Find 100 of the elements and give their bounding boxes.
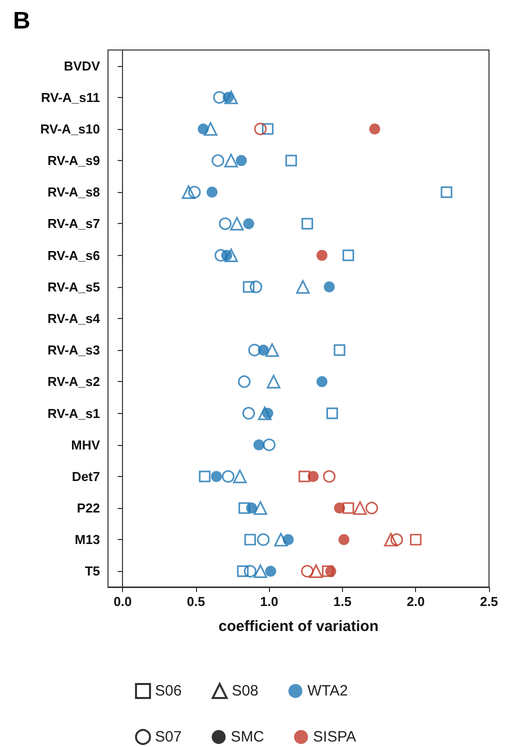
point	[316, 376, 328, 388]
x-tick-label: 0.0	[114, 594, 132, 609]
point	[308, 470, 319, 482]
y-tick-label: P22	[76, 500, 100, 516]
y-tick-label: RV-A_s6	[47, 248, 100, 263]
point	[325, 566, 336, 577]
point	[274, 532, 288, 546]
point	[238, 502, 250, 514]
point	[285, 154, 297, 166]
y-tick-label: RV-A_s8	[47, 184, 100, 200]
legend-label: S07	[155, 728, 182, 746]
point	[266, 374, 280, 388]
point	[257, 533, 270, 546]
point	[262, 438, 276, 452]
y-tick-label: RV-A_s2	[47, 374, 100, 390]
y-tick-label: RV-A_s7	[47, 216, 100, 232]
legend-label: S08	[232, 682, 258, 700]
y-tick-label: RV-A_s11	[40, 90, 100, 105]
point	[246, 502, 258, 514]
x-tick-label: 1.5	[333, 594, 352, 609]
point	[338, 534, 350, 546]
point	[309, 564, 323, 578]
point	[218, 217, 232, 230]
point	[342, 502, 354, 514]
y-tick-label: RV-A_s9	[47, 153, 100, 168]
x-tick-label: 2.5	[480, 594, 498, 609]
y-tick-label: RV-A_s1	[47, 406, 100, 421]
point	[224, 248, 238, 262]
point	[198, 123, 209, 134]
legend-label: SMC	[230, 728, 264, 746]
point	[182, 185, 196, 199]
y-tick-label: RV-A_s5	[47, 279, 100, 294]
point	[298, 470, 310, 482]
y-tick-label: T5	[84, 564, 100, 579]
point	[242, 281, 254, 293]
point	[204, 122, 218, 136]
point	[334, 502, 346, 514]
y-tick-label: RV-A_s4	[47, 311, 101, 326]
point	[224, 154, 238, 168]
point	[365, 502, 378, 514]
point	[254, 564, 268, 578]
point	[254, 122, 267, 136]
x-tick-label: 2.0	[406, 594, 425, 609]
point	[369, 123, 380, 134]
point	[248, 344, 261, 356]
point	[258, 344, 269, 356]
point	[244, 564, 256, 578]
y-tick-label: Det7	[72, 468, 100, 484]
point	[230, 216, 244, 231]
point	[222, 470, 234, 483]
point	[262, 123, 274, 135]
point	[296, 280, 310, 294]
point	[237, 565, 249, 578]
x-tick-label: 0.5	[186, 594, 205, 609]
point	[334, 344, 346, 356]
point	[265, 343, 279, 357]
point	[324, 281, 335, 292]
point	[238, 375, 251, 388]
point	[254, 501, 268, 515]
legend-label: SISPA	[313, 728, 356, 746]
point	[353, 501, 367, 515]
legend-label: S06	[155, 682, 182, 700]
point	[243, 218, 254, 230]
point	[244, 534, 256, 546]
point	[250, 280, 262, 294]
point	[210, 470, 222, 482]
y-tick-label: BVDV	[64, 58, 100, 74]
point	[342, 250, 354, 262]
point	[316, 250, 328, 261]
point	[242, 406, 255, 420]
point	[214, 249, 228, 262]
point	[224, 90, 238, 104]
y-tick-label: M13	[74, 532, 100, 548]
point	[233, 470, 247, 484]
point	[198, 470, 211, 482]
x-axis-title: coefficient of variation	[218, 618, 379, 635]
point	[253, 439, 264, 450]
point	[322, 470, 336, 483]
point	[322, 565, 334, 578]
point	[282, 534, 294, 546]
point	[206, 186, 218, 198]
point	[188, 186, 201, 198]
point	[326, 407, 338, 420]
legend-label: WTA2	[307, 682, 348, 700]
point	[440, 186, 452, 198]
point	[265, 566, 276, 577]
point	[213, 91, 226, 104]
chart-title: B	[13, 8, 30, 34]
y-tick-label: RV-A_s10	[40, 121, 100, 136]
x-tick-label: 1.0	[260, 594, 278, 609]
point	[236, 155, 247, 166]
point	[258, 406, 272, 420]
point	[212, 154, 224, 167]
point	[390, 533, 403, 546]
point	[301, 564, 314, 578]
point	[384, 532, 398, 546]
y-tick-label: RV-A_s3	[47, 342, 100, 358]
point	[410, 534, 422, 546]
point	[301, 218, 314, 230]
y-tick-label: MHV	[71, 437, 100, 452]
